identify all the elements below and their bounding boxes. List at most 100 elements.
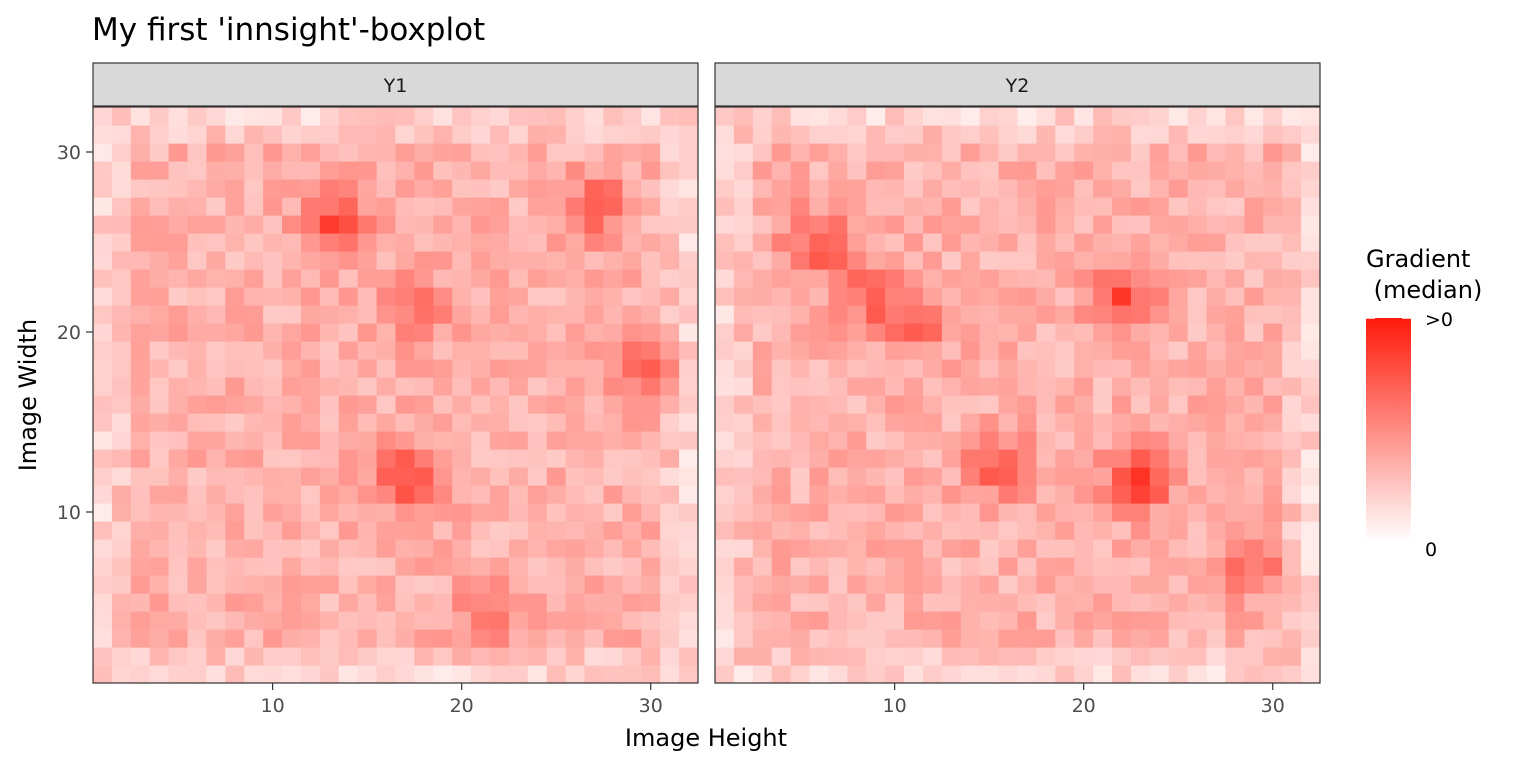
heatmap-cell xyxy=(622,485,642,504)
heatmap-cell xyxy=(979,503,1000,522)
heatmap-cell xyxy=(1149,125,1170,144)
heatmap-cell xyxy=(752,485,773,504)
heatmap-cell xyxy=(715,395,735,414)
heatmap-cell xyxy=(1055,359,1075,378)
heatmap-cell xyxy=(904,449,924,468)
heatmap-cell xyxy=(847,161,867,180)
heatmap-cell xyxy=(622,377,642,396)
heatmap-cell xyxy=(1017,539,1038,558)
heatmap-cell xyxy=(206,431,226,450)
heatmap-cell xyxy=(1093,143,1113,162)
heatmap-cell xyxy=(660,251,680,270)
heatmap-cell xyxy=(1301,377,1321,396)
heatmap-cell xyxy=(111,503,132,522)
heatmap-cell xyxy=(376,341,397,360)
heatmap-cell xyxy=(300,161,321,180)
heatmap-cell xyxy=(1074,287,1094,306)
heatmap-cell xyxy=(1149,647,1170,666)
heatmap-cell xyxy=(1225,143,1245,162)
heatmap-cell xyxy=(1187,593,1208,612)
heatmap-cell xyxy=(1282,305,1302,324)
heatmap-cell xyxy=(244,359,264,378)
heatmap-cell xyxy=(546,575,567,594)
heatmap-cell xyxy=(508,305,529,324)
heatmap-cell xyxy=(1036,341,1056,360)
heatmap-cell xyxy=(1055,269,1075,288)
heatmap-cell xyxy=(93,143,113,162)
heatmap-cell xyxy=(244,575,264,594)
heatmap-cell xyxy=(130,269,151,288)
heatmap-cell xyxy=(715,269,735,288)
heatmap-cell xyxy=(1036,305,1056,324)
heatmap-cell xyxy=(679,269,699,288)
heatmap-cell xyxy=(282,233,302,252)
heatmap-cell xyxy=(641,503,661,522)
heatmap-cell xyxy=(828,593,848,612)
heatmap-cell xyxy=(282,305,302,324)
heatmap-cell xyxy=(809,197,830,216)
heatmap-cell xyxy=(941,107,962,126)
heatmap-cell xyxy=(979,629,1000,648)
heatmap-cell xyxy=(1187,341,1208,360)
heatmap-cell xyxy=(414,575,434,594)
heatmap-cell xyxy=(414,197,434,216)
heatmap-cell xyxy=(244,665,264,684)
heatmap-cell xyxy=(603,431,623,450)
heatmap-cell xyxy=(922,521,943,540)
heatmap-cell xyxy=(546,215,567,234)
heatmap-cell xyxy=(300,647,321,666)
heatmap-cell xyxy=(111,215,132,234)
heatmap-cell xyxy=(960,575,981,594)
heatmap-cell xyxy=(1301,215,1321,234)
heatmap-cell xyxy=(376,647,397,666)
heatmap-cell xyxy=(130,143,151,162)
heatmap-cell xyxy=(998,359,1019,378)
heatmap-cell xyxy=(1301,449,1321,468)
heatmap-cell xyxy=(1036,143,1056,162)
heatmap-cell xyxy=(1112,359,1132,378)
heatmap-cell xyxy=(828,251,848,270)
heatmap-cell xyxy=(1301,629,1321,648)
heatmap-cell xyxy=(1017,323,1038,342)
heatmap-cell xyxy=(733,431,754,450)
heatmap-cell xyxy=(282,539,302,558)
heatmap-cell xyxy=(733,233,754,252)
heatmap-cell xyxy=(998,143,1019,162)
heatmap-cell xyxy=(733,611,754,630)
heatmap-cell xyxy=(93,575,113,594)
heatmap-cell xyxy=(565,269,586,288)
heatmap-cell xyxy=(979,449,1000,468)
heatmap-cell xyxy=(546,143,567,162)
heatmap-cell xyxy=(828,503,848,522)
heatmap-cell xyxy=(1093,287,1113,306)
heatmap-cell xyxy=(584,575,605,594)
heatmap-cell xyxy=(225,305,245,324)
heatmap-cell xyxy=(1093,647,1113,666)
heatmap-cell xyxy=(733,647,754,666)
heatmap-cell xyxy=(1130,125,1151,144)
heatmap-cell xyxy=(1130,287,1151,306)
heatmap-cell xyxy=(1168,485,1189,504)
heatmap-cell xyxy=(1093,197,1113,216)
heatmap-cell xyxy=(866,575,886,594)
heatmap-cell xyxy=(1055,557,1075,576)
heatmap-cell xyxy=(733,125,754,144)
heatmap-cell xyxy=(679,341,699,360)
heatmap-cell xyxy=(960,665,981,684)
heatmap-cell xyxy=(206,143,226,162)
heatmap-cell xyxy=(319,575,340,594)
heatmap-cell xyxy=(527,107,548,126)
heatmap-cell xyxy=(225,107,245,126)
heatmap-cell xyxy=(641,251,661,270)
heatmap-cell xyxy=(471,161,491,180)
heatmap-cell xyxy=(1187,125,1208,144)
heatmap-cell xyxy=(622,287,642,306)
heatmap-cell xyxy=(395,305,416,324)
heatmap-cell xyxy=(679,143,699,162)
heatmap-cell xyxy=(244,431,264,450)
heatmap-cell xyxy=(790,125,811,144)
heatmap-cell xyxy=(111,287,132,306)
heatmap-cell xyxy=(922,359,943,378)
heatmap-cell xyxy=(1187,395,1208,414)
heatmap-cell xyxy=(1263,107,1283,126)
